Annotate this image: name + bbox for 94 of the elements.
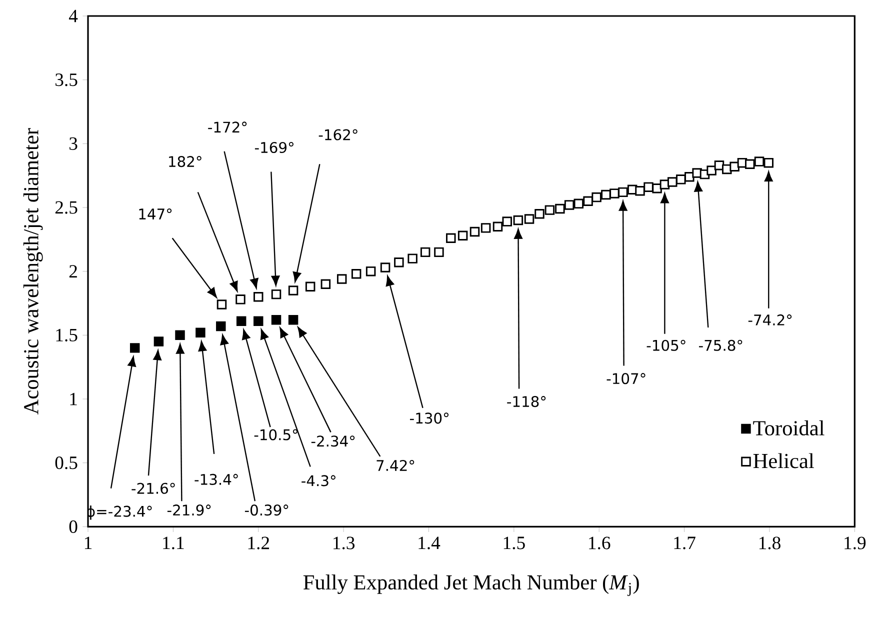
annotation: -162° (318, 129, 358, 140)
annotation: -107° (606, 373, 646, 384)
point (271, 289, 282, 300)
point (534, 209, 544, 219)
point (236, 294, 246, 304)
x-tick-label: 1.4 (418, 536, 440, 550)
x-axis-title: Fully Expanded Jet Mach Number (M$_{j}$) (303, 574, 639, 596)
annotation: -105° (646, 340, 686, 351)
point (254, 316, 264, 326)
x-tick-label: 1 (84, 536, 92, 550)
point (236, 316, 246, 326)
x-tick-label: 1.7 (674, 536, 696, 550)
point (544, 205, 555, 215)
point (745, 159, 755, 169)
y-tick-label: 3.5 (56, 74, 78, 86)
annotation: -118° (507, 396, 546, 408)
x-tick-label: 1.1 (163, 536, 184, 550)
point (366, 266, 376, 276)
legend-label: Helical (753, 453, 814, 468)
point (564, 200, 574, 210)
x-tick-label: 1.2 (248, 536, 270, 550)
point (480, 223, 491, 233)
y-tick-label: 0.5 (55, 456, 78, 470)
y-tick-label: 2 (69, 265, 77, 278)
annotation: -10.5° (254, 429, 298, 440)
point (470, 226, 480, 237)
y-tick-label: 1 (70, 392, 77, 406)
annotation: -74.2° (748, 314, 792, 326)
point (492, 222, 503, 232)
x-tick-label: 1.3 (334, 536, 355, 550)
y-tick-label: 2.5 (55, 201, 78, 214)
point (420, 247, 430, 258)
point (351, 269, 362, 279)
point (130, 343, 140, 353)
point (305, 282, 316, 292)
annotation: -21.9° (167, 504, 211, 516)
point (676, 174, 686, 184)
point (764, 158, 774, 168)
annotation: -130° (410, 412, 449, 424)
annotation: 182° (169, 156, 202, 168)
point (592, 192, 602, 202)
y-tick-label: 4 (68, 10, 78, 22)
point (458, 230, 468, 240)
annotation: -75.8° (699, 340, 742, 351)
legend-label: Toroidal (753, 420, 824, 436)
point (502, 216, 512, 226)
point (394, 258, 404, 268)
point (635, 186, 645, 196)
y-tick-label: 3 (70, 137, 78, 150)
annotation: -21.6° (132, 482, 175, 494)
point (610, 188, 620, 198)
point (216, 321, 226, 332)
annotation: -13.4° (194, 474, 238, 485)
point (524, 214, 534, 224)
point (730, 162, 740, 172)
point (644, 182, 654, 192)
point (175, 330, 185, 340)
point (706, 166, 716, 176)
point (216, 300, 227, 310)
point (336, 274, 347, 284)
point (254, 292, 264, 302)
point (380, 262, 390, 272)
y-axis-title: Acoustic wavelength/jet diameter (23, 128, 43, 414)
x-tick-label: 1.8 (759, 536, 780, 550)
point (618, 187, 628, 198)
point (446, 233, 456, 244)
point (288, 314, 298, 325)
point (583, 196, 593, 206)
point (574, 198, 584, 209)
point (555, 204, 565, 214)
point (668, 177, 678, 187)
annotation: 147° (139, 208, 172, 220)
point (434, 247, 444, 258)
annotation: 7.42° (376, 460, 414, 471)
annotation: -172° (208, 122, 247, 133)
point (754, 156, 764, 166)
point (652, 183, 662, 194)
annotation: -0.39° (244, 504, 288, 516)
x-tick-label: 1.6 (589, 536, 610, 550)
point (196, 328, 206, 338)
point (513, 215, 524, 226)
point (288, 286, 298, 296)
annotation: -4.3° (302, 475, 336, 486)
annotation: -2.34° (311, 436, 355, 447)
point (320, 279, 331, 289)
point (692, 168, 702, 178)
y-tick-label: 1.5 (56, 328, 78, 342)
point (154, 336, 164, 346)
x-tick-label: 1.9 (844, 536, 866, 550)
y-tick-label: 0 (69, 520, 78, 533)
point (271, 314, 282, 325)
x-tick-label: 1.5 (504, 536, 525, 550)
point (408, 254, 418, 264)
annotation: -169° (254, 142, 294, 154)
